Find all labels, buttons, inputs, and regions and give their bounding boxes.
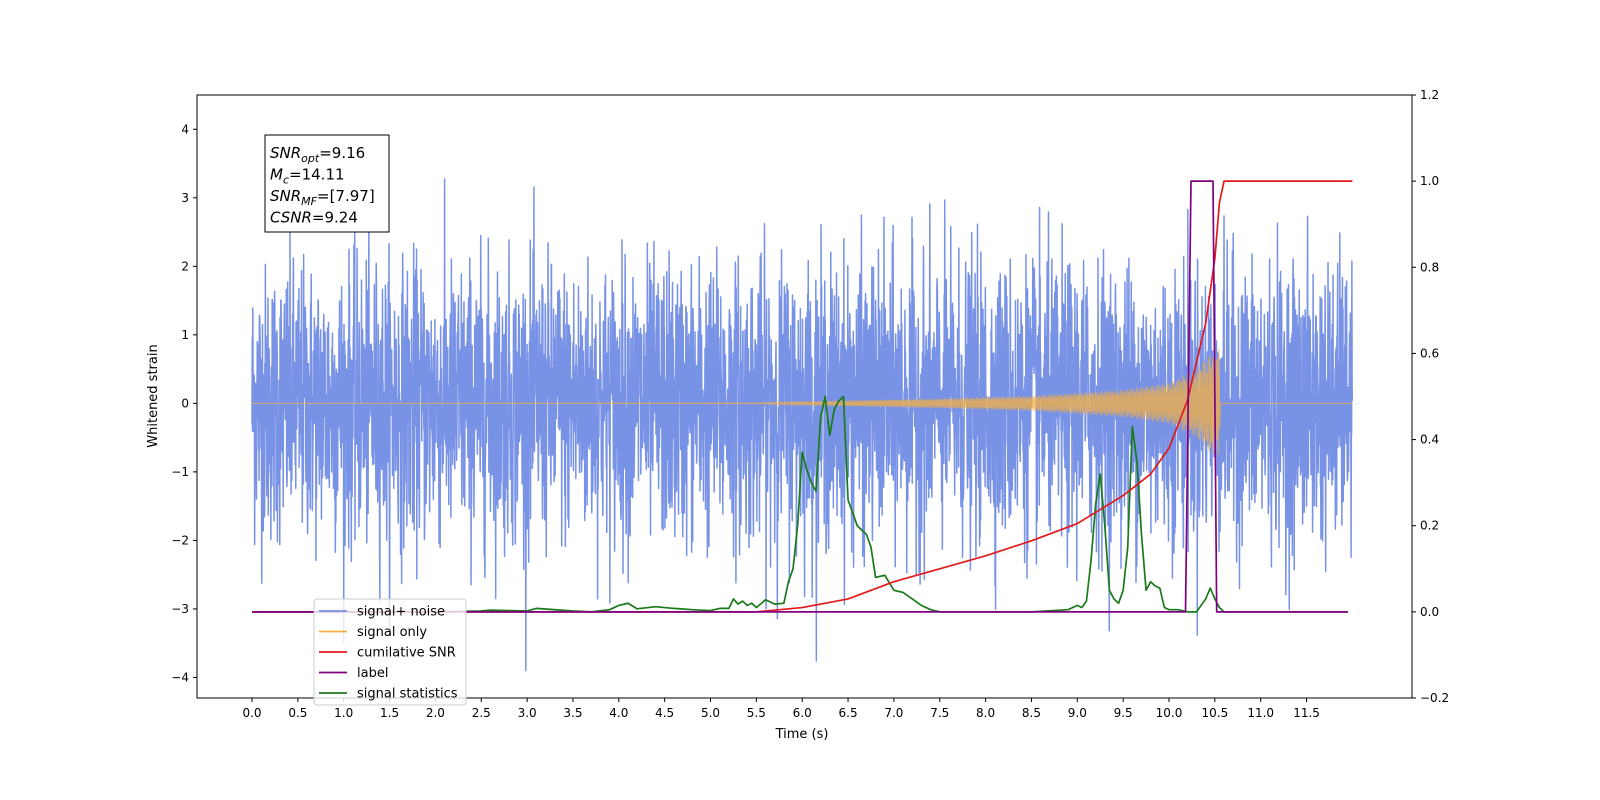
y-tick-label: −4: [171, 670, 189, 684]
x-tick-label: 9.0: [1068, 706, 1087, 720]
x-tick-label: 4.5: [655, 706, 674, 720]
legend-label: signal only: [357, 625, 427, 640]
x-tick-label: 9.5: [1114, 706, 1133, 720]
y2-tick-label: 0.6: [1420, 346, 1439, 360]
x-axis-label: Time (s): [775, 727, 829, 742]
y-axis-left: −4 −3 −2 −1 0 1 2 3 4: [171, 122, 197, 684]
x-tick-label: 5.5: [747, 706, 766, 720]
y-tick-label: 1: [181, 328, 189, 342]
y2-tick-label: 0.4: [1420, 433, 1439, 447]
line-signal-statistics: [252, 395, 1348, 613]
y-tick-label: 4: [181, 122, 189, 136]
series-signal-only: [252, 348, 1353, 455]
y-tick-label: 2: [181, 259, 189, 273]
x-tick-label: 10.5: [1201, 706, 1228, 720]
annotation-value: =9.24: [312, 209, 358, 227]
annotation-frame: [264, 134, 390, 233]
y-tick-label: −2: [171, 533, 189, 547]
legend-frame: [313, 598, 467, 706]
annotation-symbol: SNR: [270, 187, 301, 205]
x-tick-label: 3.5: [563, 706, 582, 720]
annotation-line: Mc=14.11: [270, 166, 345, 187]
x-tick-label: 10.0: [1156, 706, 1183, 720]
annotation-subscript: MF: [301, 195, 317, 208]
annotation-line: SNRMF=[7.97]: [270, 187, 375, 208]
legend-label: cumilative SNR: [357, 646, 456, 661]
y2-tick-label: 0.2: [1420, 519, 1439, 533]
y2-tick-label: 1.0: [1420, 174, 1439, 188]
annotation-value: =14.11: [289, 166, 345, 184]
annotation-symbol: M: [270, 166, 283, 184]
x-tick-label: 2.5: [472, 706, 491, 720]
x-tick-label: 11.0: [1247, 706, 1274, 720]
x-tick-label: 8.0: [976, 706, 995, 720]
y2-tick-label: 0.0: [1420, 605, 1439, 619]
annotation-subscript: opt: [301, 152, 320, 165]
legend-label: signal+ noise: [357, 605, 445, 620]
y-axis-label: Whitened strain: [146, 344, 161, 447]
y-tick-label: 0: [181, 396, 189, 410]
x-tick-label: 6.0: [793, 706, 812, 720]
legend-label: label: [357, 666, 388, 681]
y-tick-label: 3: [181, 191, 189, 205]
line-label: [252, 180, 1348, 613]
annotation-symbol: SNR: [270, 144, 301, 162]
x-tick-label: 2.0: [426, 706, 445, 720]
series-right-axis: [252, 180, 1353, 613]
x-axis: 0.0 0.5 1.0 1.5 2.0 2.5 3.0 3.5 4.0 4.5 5.0 5.5 6.0 6…: [242, 698, 1320, 720]
annotation-line: SNRopt=9.16: [270, 144, 365, 165]
y-tick-label: −3: [171, 602, 189, 616]
legend-label: signal statistics: [357, 687, 458, 702]
annotation-subscript: c: [283, 174, 289, 187]
y-tick-label: −1: [171, 465, 189, 479]
x-tick-label: 4.0: [609, 706, 628, 720]
annotation-value: =[7.97]: [317, 187, 375, 205]
x-tick-label: 11.5: [1293, 706, 1320, 720]
annotation-value: =9.16: [319, 144, 365, 162]
x-tick-label: 0.5: [288, 706, 307, 720]
legend: signal+ noise signal only cumilative SNR la…: [313, 598, 467, 706]
y2-tick-label: 0.8: [1420, 260, 1439, 274]
x-tick-label: 8.5: [1022, 706, 1041, 720]
line-cumilative-snr: [252, 180, 1353, 613]
x-tick-label: 7.5: [930, 706, 949, 720]
annotation-symbol: CSNR: [270, 209, 312, 227]
line-signal-only: [252, 348, 1353, 455]
y-axis-right: −0.2 0.0 0.2 0.4 0.6 0.8 1.0 1.2: [1412, 88, 1449, 705]
x-tick-label: 0.0: [242, 706, 261, 720]
plot-frame: [196, 94, 1413, 699]
y2-tick-label: −0.2: [1420, 691, 1449, 705]
x-tick-label: 1.0: [334, 706, 353, 720]
x-tick-label: 3.0: [518, 706, 537, 720]
x-tick-label: 6.5: [839, 706, 858, 720]
y2-tick-label: 1.2: [1420, 88, 1439, 102]
x-tick-label: 7.0: [884, 706, 903, 720]
x-tick-label: 5.0: [701, 706, 720, 720]
annotation-line: CSNR=9.24: [270, 209, 358, 227]
x-tick-label: 1.5: [380, 706, 399, 720]
